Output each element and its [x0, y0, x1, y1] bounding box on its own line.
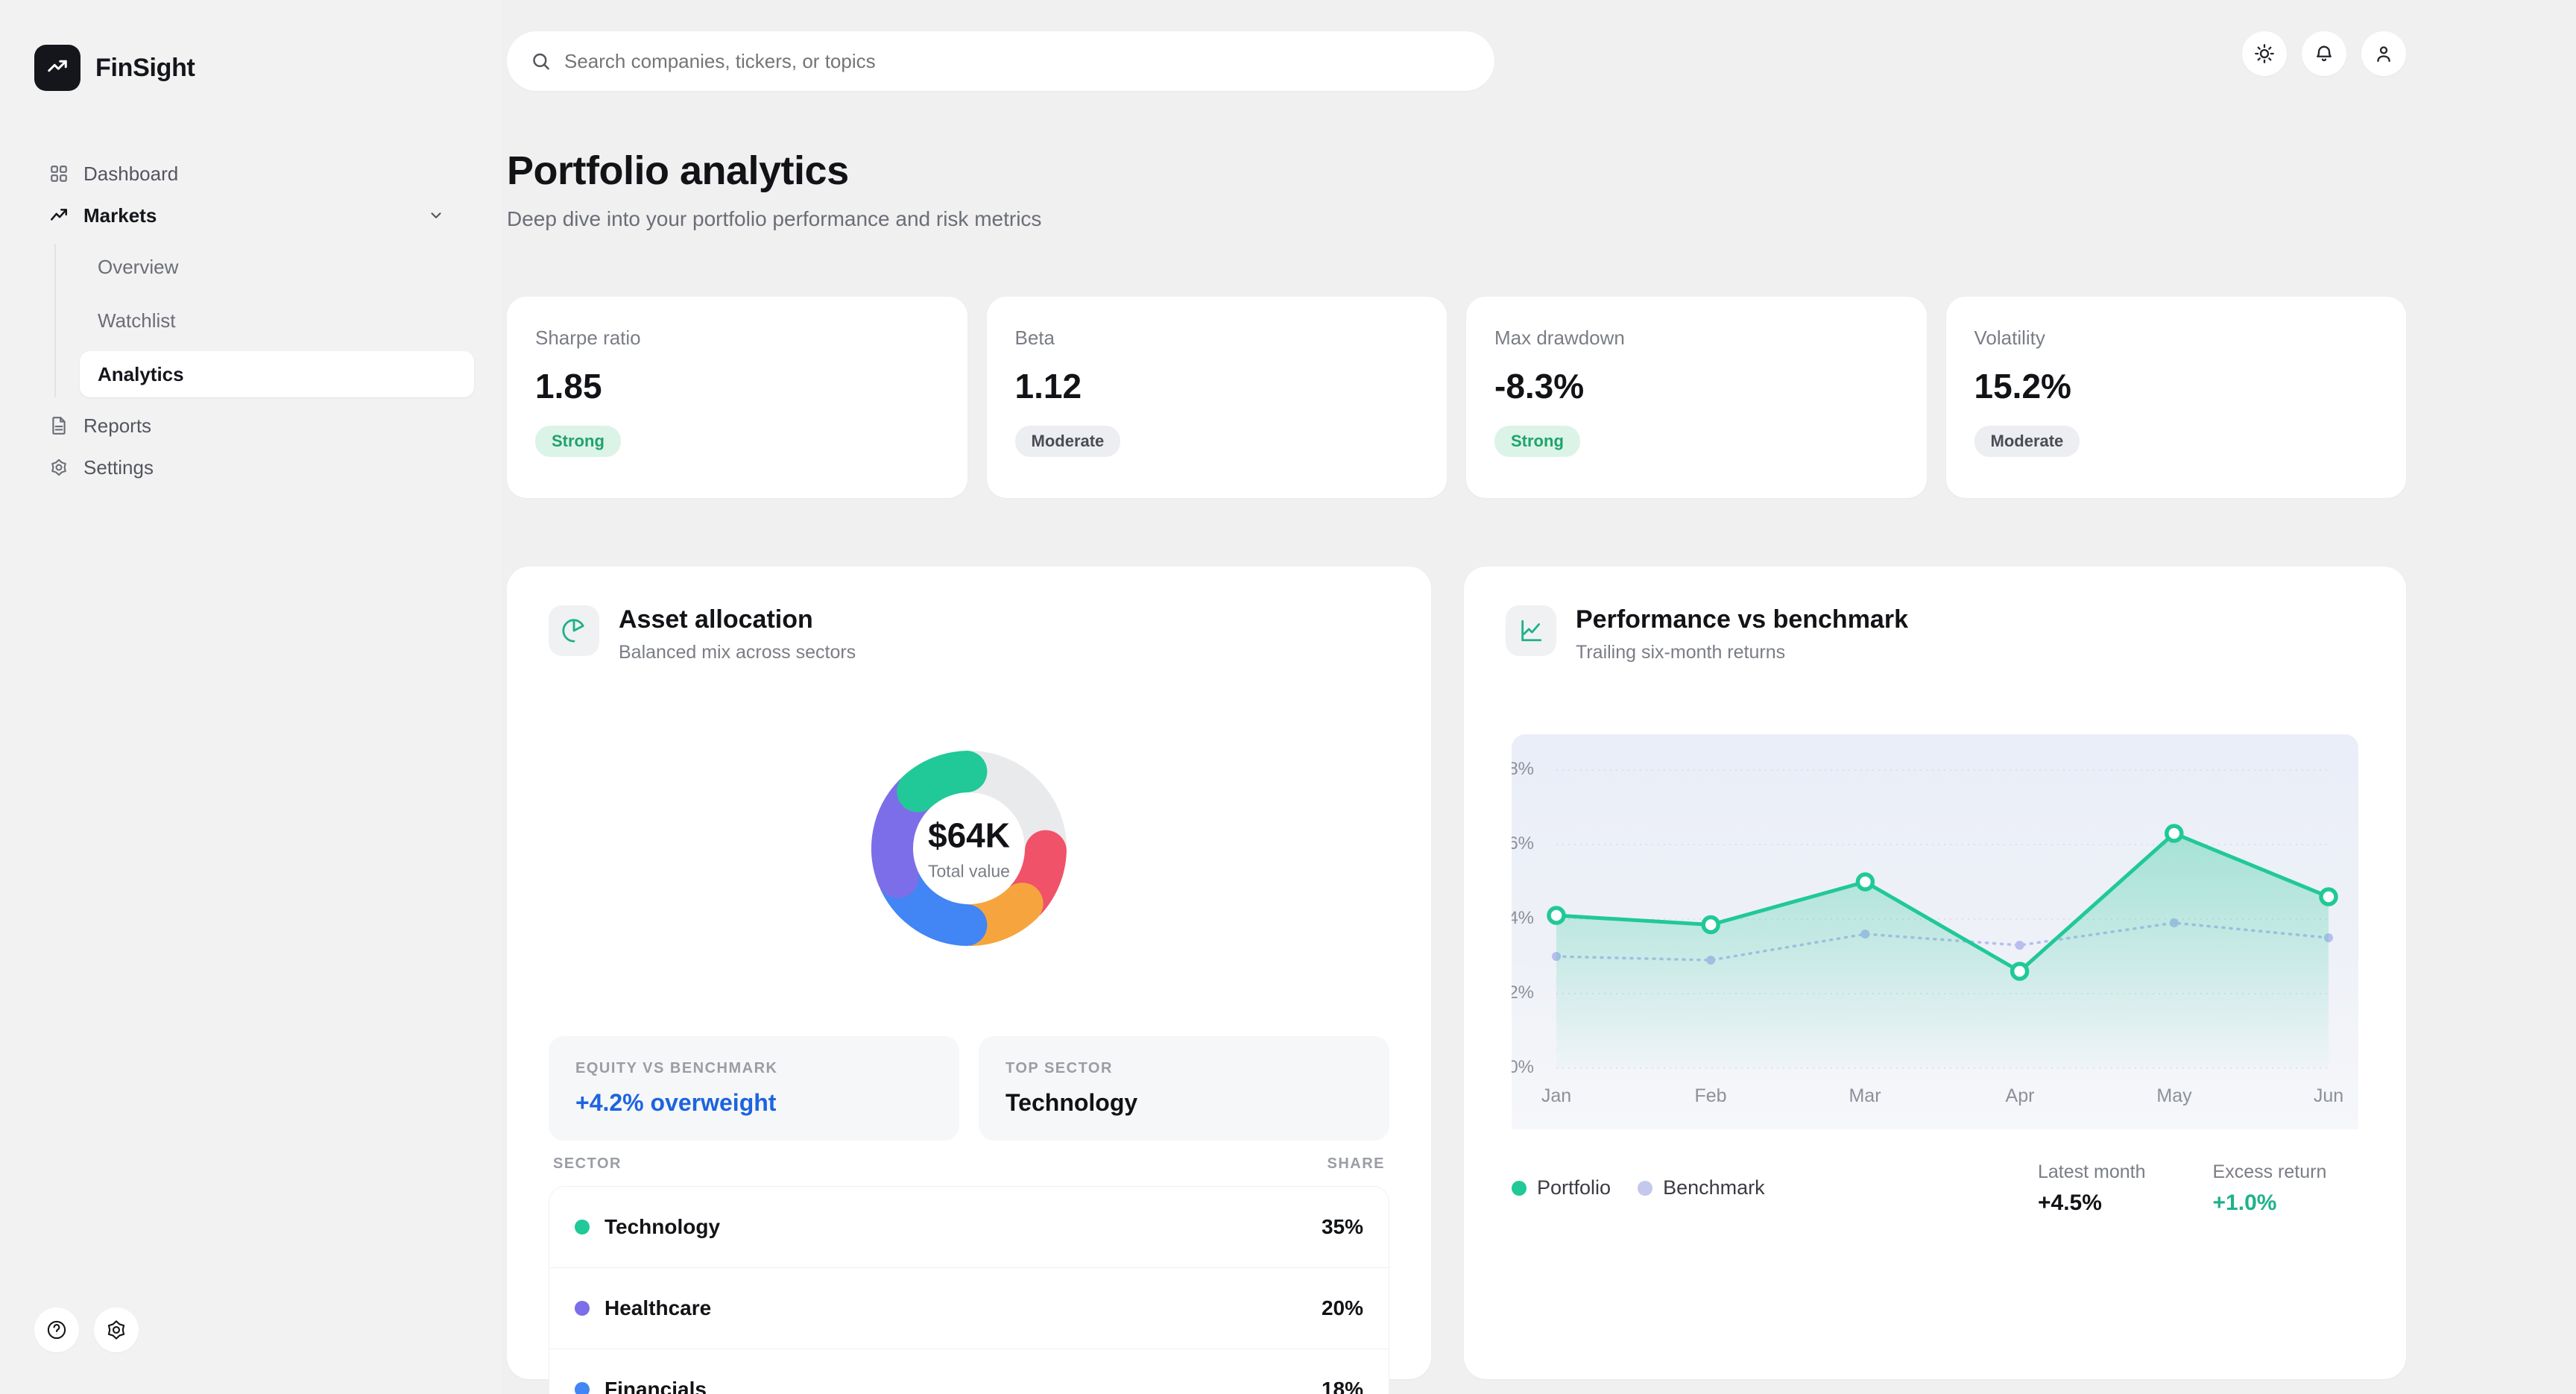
- svg-text:Jun: Jun: [2314, 1085, 2343, 1106]
- svg-text:4%: 4%: [1512, 908, 1534, 928]
- svg-text:May: May: [2156, 1085, 2192, 1106]
- svg-text:6%: 6%: [1512, 833, 1534, 854]
- svg-text:Apr: Apr: [2006, 1085, 2035, 1106]
- svg-text:Feb: Feb: [1694, 1085, 1726, 1106]
- svg-text:2%: 2%: [1512, 983, 1534, 1003]
- svg-text:0%: 0%: [1512, 1057, 1534, 1077]
- svg-text:Mar: Mar: [1849, 1085, 1881, 1106]
- svg-text:8%: 8%: [1512, 759, 1534, 779]
- svg-text:Jan: Jan: [1541, 1085, 1571, 1106]
